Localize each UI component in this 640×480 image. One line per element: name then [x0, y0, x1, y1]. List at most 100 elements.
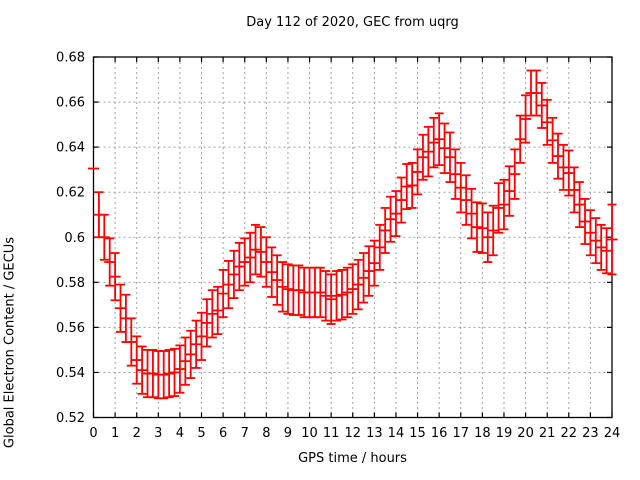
- error-bar: [104, 237, 116, 287]
- error-bar: [433, 112, 445, 167]
- error-bar: [147, 349, 159, 399]
- error-bar: [406, 161, 418, 209]
- y-tick-label: 0.66: [56, 96, 85, 111]
- error-bar: [358, 252, 370, 304]
- error-bar: [595, 223, 607, 271]
- error-bar: [98, 213, 110, 261]
- error-bar: [557, 143, 569, 191]
- x-tick-label: 21: [539, 426, 556, 441]
- x-tick-label: 17: [452, 426, 469, 441]
- error-bar: [482, 211, 494, 263]
- error-bar: [590, 217, 602, 265]
- error-bar: [401, 163, 413, 210]
- y-tick-label: 0.64: [56, 141, 85, 156]
- error-bar: [233, 241, 245, 292]
- error-bar: [314, 266, 326, 319]
- error-bar: [520, 94, 532, 144]
- error-bar: [266, 246, 278, 298]
- error-bar: [422, 125, 434, 178]
- x-tick-label: 19: [496, 426, 513, 441]
- error-bar: [606, 203, 618, 276]
- x-tick-label: 10: [301, 426, 318, 441]
- error-bar: [363, 245, 375, 297]
- error-bar: [260, 236, 272, 288]
- error-bar: [530, 69, 542, 117]
- error-bar: [466, 187, 478, 240]
- x-tick-label: 5: [197, 426, 205, 441]
- error-bar: [541, 98, 553, 146]
- y-tick-label: 0.68: [56, 51, 85, 66]
- error-bar: [271, 254, 283, 306]
- error-bar: [331, 270, 343, 322]
- y-tick-label: 0.54: [56, 366, 85, 381]
- x-tick-label: 20: [517, 426, 534, 441]
- error-bar: [493, 182, 505, 234]
- x-tick-label: 18: [474, 426, 491, 441]
- error-bar: [277, 261, 289, 313]
- x-tick-label: 4: [176, 426, 184, 441]
- error-bar: [169, 347, 181, 397]
- error-bar: [239, 237, 251, 287]
- y-tick-label: 0.52: [56, 411, 85, 426]
- error-bar: [206, 289, 218, 339]
- x-axis-label: GPS time / hours: [298, 451, 407, 466]
- x-tick-label: 23: [582, 426, 599, 441]
- x-tick-label: 16: [431, 426, 448, 441]
- error-bar: [196, 311, 208, 361]
- error-bar: [250, 223, 262, 276]
- x-tick-label: 0: [89, 426, 97, 441]
- error-bar: [385, 195, 397, 243]
- x-tick-label: 11: [323, 426, 340, 441]
- error-bar: [509, 148, 521, 200]
- error-bar: [212, 285, 224, 336]
- error-bar: [325, 273, 337, 325]
- x-tick-label: 14: [388, 426, 405, 441]
- error-bar: [574, 181, 586, 229]
- error-bar: [552, 132, 564, 180]
- error-bar: [223, 260, 235, 310]
- error-bar: [579, 198, 591, 245]
- error-bar: [244, 231, 256, 284]
- x-tick-label: 8: [262, 426, 270, 441]
- error-bar: [568, 166, 580, 214]
- x-tick-label: 22: [561, 426, 578, 441]
- error-bar: [563, 149, 575, 197]
- error-bar: [158, 350, 170, 400]
- error-bar: [390, 190, 402, 238]
- x-tick-label: 9: [284, 426, 292, 441]
- error-bar: [374, 223, 386, 271]
- error-bar: [417, 133, 429, 181]
- error-bar: [228, 249, 240, 299]
- x-tick-label: 2: [133, 426, 141, 441]
- error-bar: [185, 329, 197, 379]
- error-bar: [136, 345, 148, 395]
- x-tick-label: 6: [219, 426, 227, 441]
- x-tick-label: 13: [366, 426, 383, 441]
- error-bar: [320, 270, 332, 322]
- error-bar: [109, 252, 121, 302]
- error-bar: [174, 344, 186, 394]
- x-tick-label: 15: [409, 426, 426, 441]
- error-bar: [115, 283, 127, 333]
- error-bar: [455, 161, 467, 214]
- error-bar: [125, 317, 137, 367]
- error-bar: [131, 335, 143, 385]
- y-tick-label: 0.56: [56, 321, 85, 336]
- error-bar: [428, 116, 440, 169]
- error-bar: [514, 114, 526, 164]
- error-bar: [179, 336, 191, 386]
- error-bar: [584, 209, 596, 257]
- error-bar: [282, 263, 294, 315]
- error-bar: [487, 204, 499, 257]
- y-tick-label: 0.6: [64, 231, 85, 246]
- error-bar: [449, 148, 461, 200]
- x-tick-label: 7: [241, 426, 249, 441]
- x-tick-label: 3: [154, 426, 162, 441]
- error-bar: [412, 148, 424, 196]
- y-tick-label: 0.58: [56, 276, 85, 291]
- chart-title: Day 112 of 2020, GEC from uqrg: [246, 15, 459, 30]
- error-bar: [476, 202, 488, 254]
- error-bar: [336, 269, 348, 321]
- x-tick-label: 1: [111, 426, 119, 441]
